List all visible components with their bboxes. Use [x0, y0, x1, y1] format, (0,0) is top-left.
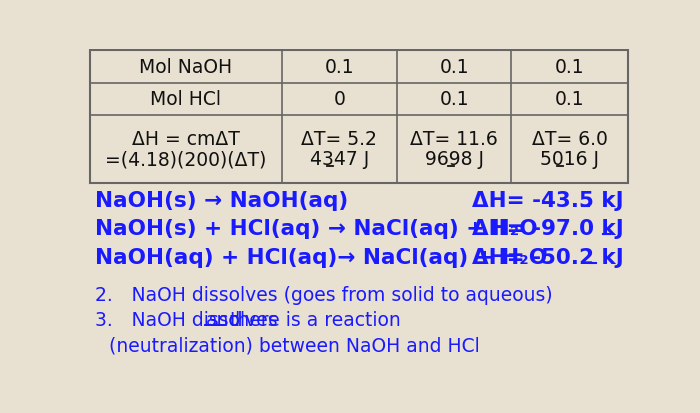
- Text: ΔH= -50.2 kJ: ΔH= -50.2 kJ: [472, 247, 624, 267]
- Text: there is a reaction: there is a reaction: [224, 311, 400, 330]
- Text: 5016 J: 5016 J: [540, 150, 599, 169]
- Text: =(4.18)(200)(ΔT): =(4.18)(200)(ΔT): [105, 150, 267, 169]
- Text: 0: 0: [333, 90, 345, 109]
- Text: ΔT= 11.6: ΔT= 11.6: [410, 130, 498, 149]
- Text: and: and: [206, 311, 241, 330]
- Bar: [90, 51, 628, 183]
- Text: ΔT= 5.2: ΔT= 5.2: [302, 130, 377, 149]
- Text: ΔT= 6.0: ΔT= 6.0: [531, 130, 608, 149]
- Text: 0.1: 0.1: [554, 90, 584, 109]
- Text: 3. NaOH dissolves: 3. NaOH dissolves: [95, 311, 284, 330]
- Text: Mol NaOH: Mol NaOH: [139, 58, 232, 77]
- Text: Mol HCl: Mol HCl: [150, 90, 221, 109]
- Text: 9698 J: 9698 J: [425, 150, 484, 169]
- Text: 0.1: 0.1: [440, 58, 469, 77]
- Text: ΔH = cmΔT: ΔH = cmΔT: [132, 130, 240, 149]
- Text: NaOH(aq) + HCl(aq)→ NaCl(aq) + H₂O: NaOH(aq) + HCl(aq)→ NaCl(aq) + H₂O: [95, 247, 547, 267]
- Text: NaOH(s) + HCl(aq) → NaCl(aq) + H₂O: NaOH(s) + HCl(aq) → NaCl(aq) + H₂O: [95, 218, 538, 238]
- Text: 0.1: 0.1: [440, 90, 469, 109]
- Text: 2. NaOH dissolves (goes from solid to aqueous): 2. NaOH dissolves (goes from solid to aq…: [95, 285, 553, 304]
- Text: ΔH= -97.0 kJ: ΔH= -97.0 kJ: [472, 218, 624, 238]
- Text: 0.1: 0.1: [325, 58, 354, 77]
- Text: 4347 J: 4347 J: [309, 150, 369, 169]
- Text: (neutralization) between NaOH and HCl: (neutralization) between NaOH and HCl: [109, 336, 480, 355]
- Text: ΔH= -43.5 kJ: ΔH= -43.5 kJ: [473, 190, 624, 210]
- Text: 0.1: 0.1: [554, 58, 584, 77]
- Text: NaOH(s) → NaOH(aq): NaOH(s) → NaOH(aq): [95, 190, 349, 210]
